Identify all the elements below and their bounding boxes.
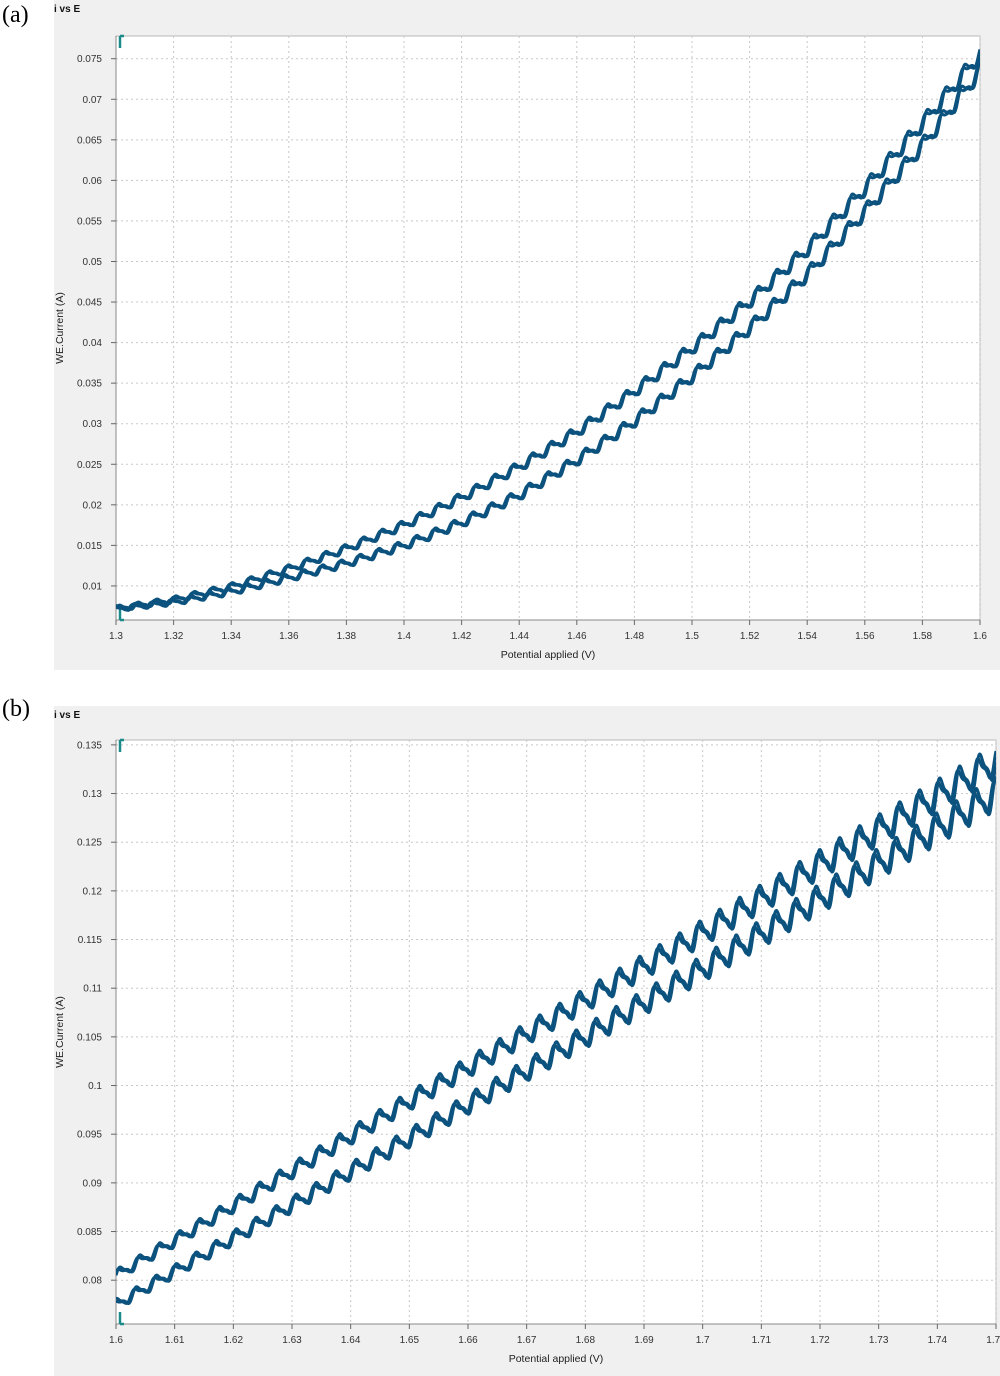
- y-axis-title: WE.Current (A): [54, 292, 66, 364]
- x-tick-label: 1.42: [452, 631, 472, 642]
- x-tick-label: 1.62: [224, 1335, 244, 1346]
- y-tick-label: 0.08: [83, 1276, 103, 1287]
- y-tick-label: 0.01: [83, 581, 103, 592]
- y-tick-label: 0.07: [83, 95, 103, 106]
- x-tick-label: 1.61: [165, 1335, 185, 1346]
- y-tick-label: 0.015: [77, 541, 102, 552]
- y-tick-label: 0.115: [78, 935, 103, 946]
- y-tick-label: 0.03: [83, 419, 103, 430]
- x-tick-label: 1.3: [109, 631, 123, 642]
- x-tick-label: 1.65: [400, 1335, 420, 1346]
- series-line-lower-envelope: [116, 779, 996, 1305]
- chart-a: 1.3 1.32 1.34 1.36 1.38 1.4 1.42 1.44 1.46 1.48 1.…: [54, 34, 987, 661]
- x-axis-title: Potential applied (V): [501, 649, 596, 661]
- x-tick-label: 1.64: [341, 1335, 361, 1346]
- y-tick-label: 0.06: [83, 176, 103, 187]
- y-tick-label: 0.04: [83, 338, 103, 349]
- y-tick-label: 0.085: [77, 1227, 102, 1238]
- x-tick-label: 1.63: [282, 1335, 302, 1346]
- x-tick-label: 1.48: [625, 631, 645, 642]
- y-tick-label: 0.13: [83, 789, 103, 800]
- plot-area: [115, 35, 981, 621]
- axis-cursor-marker: [118, 1312, 124, 1326]
- plot-area: [115, 739, 997, 1325]
- y-tick-label: 0.05: [83, 257, 103, 268]
- y-tick-label: 0.055: [77, 216, 102, 227]
- x-tick-label: 1.73: [869, 1335, 889, 1346]
- x-tick-label: 1.6: [109, 1335, 123, 1346]
- x-tick-label: 1.72: [810, 1335, 830, 1346]
- x-tick-label: 1.75: [986, 1335, 1000, 1346]
- x-tick-label: 1.7: [696, 1335, 710, 1346]
- x-tick-label: 1.6: [973, 631, 987, 642]
- axis-cursor-marker: [118, 738, 124, 752]
- y-tick-label: 0.09: [83, 1178, 103, 1189]
- x-tick-label: 1.36: [279, 631, 299, 642]
- x-tick-label: 1.32: [164, 631, 184, 642]
- y-tick-label: 0.025: [77, 460, 102, 471]
- chart-b: 1.6 1.61 1.62 1.63 1.64 1.65 1.66 1.67 1.68 1.69 1…: [54, 738, 1000, 1365]
- series-line-lower-branch: [116, 64, 980, 612]
- y-tick-label: 0.065: [77, 135, 102, 146]
- series-line-upper-envelope: [116, 750, 996, 1274]
- y-tick-label: 0.1: [88, 1081, 102, 1092]
- x-tick-label: 1.68: [576, 1335, 596, 1346]
- x-axis-title: Potential applied (V): [509, 1353, 604, 1365]
- x-tick-label: 1.69: [634, 1335, 654, 1346]
- chart-title-b: i vs E: [54, 710, 81, 721]
- chart-panel-a: i vs E 1.3 1.32 1.34 1.36 1.38 1.4 1.42 1.44 1.4…: [54, 0, 1000, 670]
- y-tick-label: 0.12: [83, 886, 103, 897]
- x-tick-label: 1.74: [928, 1335, 948, 1346]
- panel-label-b: (b): [2, 696, 30, 722]
- x-tick-label: 1.34: [221, 631, 241, 642]
- x-tick-label: 1.58: [913, 631, 933, 642]
- y-tick-label: 0.125: [77, 838, 102, 849]
- y-axis-title: WE.Current (A): [54, 996, 66, 1068]
- x-tick-label: 1.4: [397, 631, 411, 642]
- y-tick-label: 0.095: [77, 1130, 102, 1141]
- chart-panel-b: i vs E 1.6 1.61 1.62 1.63 1.64 1.65 1.66 1.67 1.…: [54, 706, 1000, 1376]
- axis-cursor-marker: [118, 34, 124, 48]
- y-tick-label: 0.035: [77, 379, 102, 390]
- y-tick-label: 0.11: [83, 984, 102, 995]
- x-tick-label: 1.44: [509, 631, 529, 642]
- y-tick-label: 0.075: [77, 54, 102, 65]
- chart-title-a: i vs E: [54, 4, 81, 15]
- y-tick-label: 0.105: [77, 1032, 102, 1043]
- series-line-upper-branch: [116, 49, 980, 611]
- x-tick-label: 1.71: [752, 1335, 772, 1346]
- x-tick-label: 1.5: [685, 631, 699, 642]
- y-tick-label: 0.02: [83, 500, 103, 511]
- x-tick-label: 1.66: [458, 1335, 478, 1346]
- axis-cursor-marker: [118, 608, 124, 622]
- x-tick-label: 1.56: [855, 631, 875, 642]
- x-tick-label: 1.46: [567, 631, 587, 642]
- panel-label-a: (a): [2, 2, 29, 28]
- x-tick-label: 1.54: [797, 631, 817, 642]
- y-tick-label: 0.045: [77, 298, 102, 309]
- x-tick-label: 1.38: [337, 631, 357, 642]
- series-line-upper-envelope: [116, 752, 996, 1276]
- y-tick-label: 0.135: [77, 740, 102, 751]
- x-tick-label: 1.52: [740, 631, 760, 642]
- x-tick-label: 1.67: [517, 1335, 537, 1346]
